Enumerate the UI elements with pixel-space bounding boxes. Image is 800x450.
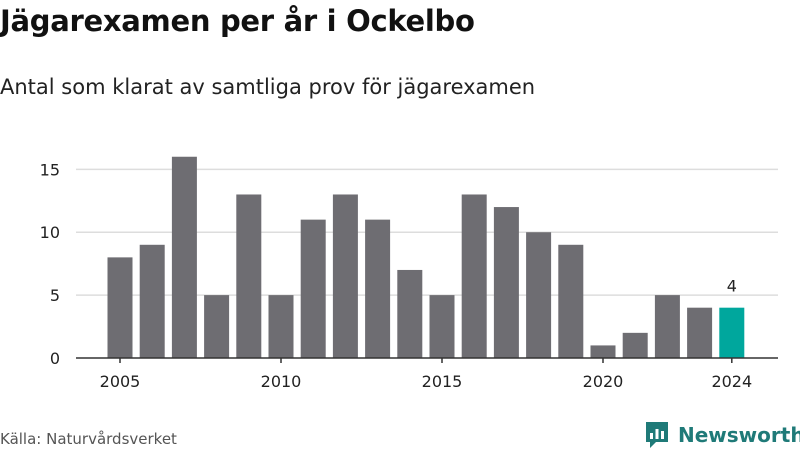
x-tick-label: 2010: [261, 372, 302, 391]
x-tick-label: 2015: [422, 372, 463, 391]
bar: [687, 307, 713, 358]
x-tick-label: 2024: [711, 372, 752, 391]
chart-subtitle: Antal som klarat av samtliga prov för jä…: [0, 75, 536, 99]
newsworthy-logo-icon: [646, 422, 668, 448]
bar: [654, 295, 680, 358]
bar: [558, 244, 584, 358]
bar: [526, 232, 552, 358]
x-tick-label: 2020: [583, 372, 624, 391]
bar: [429, 295, 455, 358]
bar: [107, 257, 133, 358]
chart-title: Jägarexamen per år i Ockelbo: [0, 4, 475, 38]
bar: [139, 244, 165, 358]
bar: [493, 207, 519, 358]
bar: [204, 295, 230, 358]
y-tick-label: 10: [40, 223, 60, 242]
bar-highlight: [719, 307, 745, 358]
brand: Newsworthy: [644, 420, 800, 450]
bar: [461, 194, 487, 358]
bar: [268, 295, 294, 358]
bar: [365, 219, 391, 358]
bar: [622, 332, 648, 358]
bar: [590, 345, 616, 358]
brand-name: Newsworthy: [678, 423, 800, 447]
bar: [236, 194, 262, 358]
bar: [171, 156, 197, 358]
bar: [300, 219, 326, 358]
data-label: 4: [727, 277, 737, 296]
x-tick-label: 2005: [100, 372, 141, 391]
bar: [332, 194, 358, 358]
y-tick-label: 5: [50, 286, 60, 305]
source-note: Källa: Naturvårdsverket: [0, 430, 177, 448]
y-tick-label: 0: [50, 349, 60, 368]
bar: [397, 269, 423, 358]
y-tick-label: 15: [40, 160, 60, 179]
